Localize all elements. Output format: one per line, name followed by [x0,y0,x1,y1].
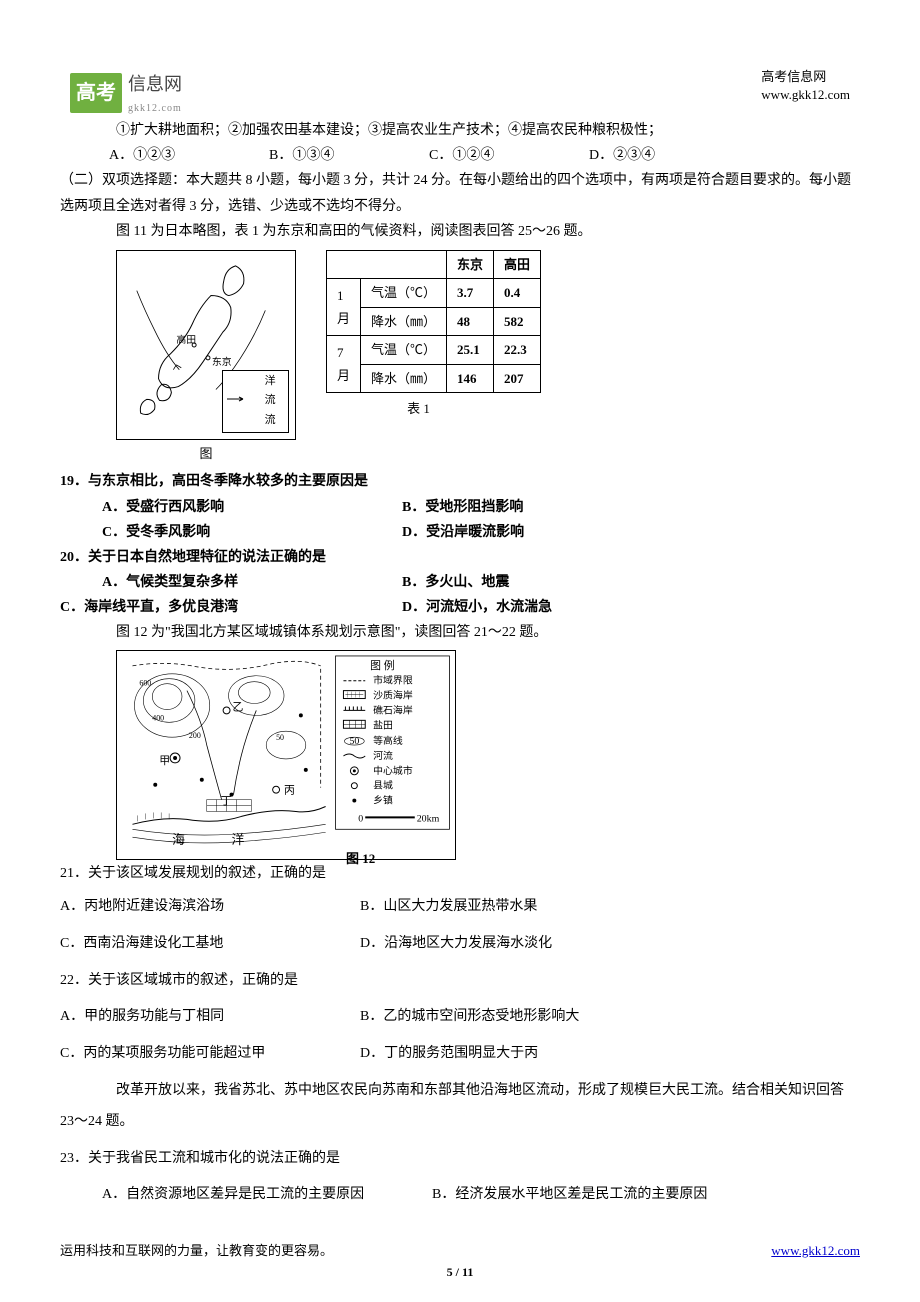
svg-text:礁石海岸: 礁石海岸 [373,703,413,716]
q22-a: A．甲的服务功能与丁相同 [60,1002,360,1033]
svg-text:600: 600 [139,678,151,687]
q23-row1: A．自然资源地区差异是民工流的主要原因 B．经济发展水平地区差是民工流的主要原因 [102,1180,860,1211]
svg-text:市域界限: 市域界限 [373,673,413,686]
opt-c: C．①②④ [429,143,589,168]
svg-text:中心城市: 中心城市 [373,763,413,776]
svg-text:东京: 东京 [212,355,232,368]
section2-intro: （二）双项选择题：本大题共 8 小题，每小题 3 分，共计 24 分。在每小题给… [60,168,860,218]
q22-d: D．丁的服务范围明显大于丙 [360,1039,538,1070]
svg-text:200: 200 [189,731,201,740]
svg-text:乙: 乙 [233,700,244,713]
svg-text:河流: 河流 [373,749,393,762]
fig11-map: 高田 东京 洋流流 [116,250,296,440]
svg-text:0: 0 [358,813,363,824]
page-content: ①扩大耕地面积；②加强农田基本建设；③提高农业生产技术；④提高农民种粮积极性； … [60,118,860,1211]
logo-cn: 信息网 [128,68,182,100]
svg-text:高田: 高田 [176,333,196,346]
svg-text:图 例: 图 例 [370,657,395,671]
svg-text:乡镇: 乡镇 [373,793,393,806]
legend-text: 洋流流 [265,372,284,431]
pre-options-text: ①扩大耕地面积；②加强农田基本建设；③提高农业生产技术；④提高农民种粮积极性； [60,118,860,143]
svg-text:县城: 县城 [373,779,393,791]
q20-a: A．气候类型复杂多样 [102,570,402,595]
q21-c: C．西南沿海建设化工基地 [60,929,360,960]
opt-d: D．②③④ [589,143,749,168]
svg-text:盐田: 盐田 [373,718,393,731]
q21-row1: A．丙地附近建设海滨浴场 B．山区大力发展亚热带水果 [60,892,860,923]
q20-d: D．河流短小，水流湍急 [402,595,552,620]
q19-a: A．受盛行西风影响 [102,495,402,520]
footer-link[interactable]: www.gkk12.com [771,1239,860,1262]
climate-table: 东京 高田 1月 气温（℃） 3.7 0.4 降水（㎜） 48 582 7月 气… [326,250,541,393]
q19-stem: 19．与东京相比，高田冬季降水较多的主要原因是 [60,469,860,494]
svg-text:甲: 甲 [159,755,170,767]
q20-b: B．多火山、地震 [402,570,509,595]
svg-text:20km: 20km [417,813,440,824]
svg-text:50: 50 [349,736,359,747]
q19-c: C．受冬季风影响 [102,520,402,545]
logo-url: gkk12.com [128,100,182,118]
header-site-name: 高考信息网 [761,68,850,86]
q20-row1: A．气候类型复杂多样 B．多火山、地震 [102,570,860,595]
fig12-intro: 图 12 为"我国北方某区域城镇体系规划示意图"，读图回答 21～22 题。 [60,620,860,645]
q23-stem: 23．关于我省民工流和城市化的说法正确的是 [60,1144,860,1175]
col-tokyo: 东京 [447,250,494,278]
opt-a: A．①②③ [109,143,269,168]
page-footer: 运用科技和互联网的力量，让教育变的更容易。 www.gkk12.com [60,1239,860,1262]
fig11-legend: 洋流流 [222,370,289,433]
q20-row2: C．海岸线平直，多优良港湾 D．河流短小，水流湍急 [60,595,860,620]
q19-d: D．受沿岸暖流影响 [402,520,524,545]
q20-stem: 20．关于日本自然地理特征的说法正确的是 [60,545,860,570]
q19-row1: A．受盛行西风影响 B．受地形阻挡影响 [102,495,860,520]
para23-intro: 改革开放以来，我省苏北、苏中地区农民向苏南和东部其他沿海地区流动，形成了规模巨大… [60,1076,860,1138]
fig12-box: 图 例 市域界限 沙质海岸 礁石海岸 盐田 50 等高线 河流 中心城市 县城 [116,650,456,869]
q22-row2: C．丙的某项服务功能可能超过甲 D．丁的服务范围明显大于丙 [60,1039,860,1070]
q21-d: D．沿海地区大力发展海水淡化 [360,929,552,960]
svg-text:沙质海岸: 沙质海岸 [373,688,413,701]
q19-b: B．受地形阻挡影响 [402,495,523,520]
svg-text:50: 50 [276,733,284,742]
q19-row2: C．受冬季风影响 D．受沿岸暖流影响 [102,520,860,545]
fig12-caption: 图 12 [346,847,375,870]
logo-text: 信息网 gkk12.com [128,68,182,118]
table1-caption: 表 1 [296,397,541,420]
fig11-caption: 图 [116,442,296,465]
logo-badge: 高考 [70,73,122,113]
page-number: 5 / 11 [0,1262,920,1284]
q23-b: B．经济发展水平地区差是民工流的主要原因 [432,1180,707,1211]
svg-text:丙: 丙 [284,784,295,796]
header-site-url: www.gkk12.com [761,86,850,104]
fig11-wrap: 高田 东京 洋流流 图 [116,250,296,465]
pre-options-row: A．①②③ B．①③④ C．①②④ D．②③④ [109,143,860,168]
site-logo: 高考 信息网 gkk12.com [70,68,182,118]
svg-text:400: 400 [152,713,164,722]
svg-text:洋: 洋 [232,833,245,847]
opt-b: B．①③④ [269,143,429,168]
header-right: 高考信息网 www.gkk12.com [761,68,850,104]
q23-a: A．自然资源地区差异是民工流的主要原因 [102,1180,432,1211]
fig12-svg: 图 例 市域界限 沙质海岸 礁石海岸 盐田 50 等高线 河流 中心城市 县城 [116,650,456,860]
fig11-intro: 图 11 为日本略图，表 1 为东京和高田的气候资料，阅读图表回答 25～26 … [60,219,860,244]
q21-a: A．丙地附近建设海滨浴场 [60,892,360,923]
footer-left: 运用科技和互联网的力量，让教育变的更容易。 [60,1239,333,1262]
q22-c: C．丙的某项服务功能可能超过甲 [60,1039,360,1070]
svg-text:海: 海 [172,833,185,847]
q21-row2: C．西南沿海建设化工基地 D．沿海地区大力发展海水淡化 [60,929,860,960]
q22-stem: 22．关于该区域城市的叙述，正确的是 [60,966,860,997]
fig11-row: 高田 东京 洋流流 图 东京 高田 1月 气温（℃） [116,250,860,465]
q21-b: B．山区大力发展亚热带水果 [360,892,537,923]
q22-row1: A．甲的服务功能与丁相同 B．乙的城市空间形态受地形影响大 [60,1002,860,1033]
svg-text:等高线: 等高线 [373,734,403,747]
table1-wrap: 东京 高田 1月 气温（℃） 3.7 0.4 降水（㎜） 48 582 7月 气… [296,250,541,420]
col-takada: 高田 [494,250,541,278]
q20-c: C．海岸线平直，多优良港湾 [60,595,402,620]
q22-b: B．乙的城市空间形态受地形影响大 [360,1002,579,1033]
